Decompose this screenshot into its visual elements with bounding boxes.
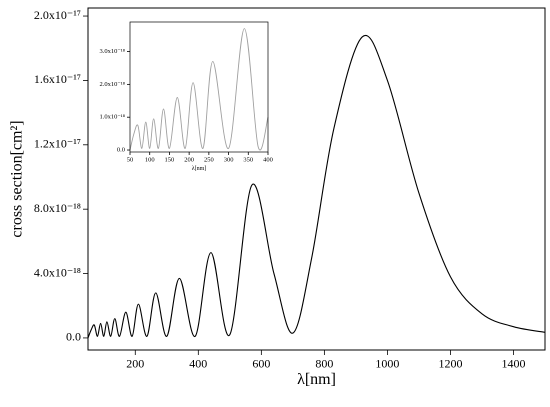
- plot-frame: [129, 21, 269, 153]
- y-tick-label: 2.0x10⁻¹⁸: [99, 81, 125, 88]
- x-tick-label: 1000: [375, 356, 399, 370]
- y-tick-label: 4.0x10⁻¹⁸: [34, 265, 81, 279]
- x-tick-label: 50: [127, 157, 134, 164]
- y-tick-label: 0.0: [117, 147, 125, 154]
- x-axis-label: λ[nm]: [192, 166, 207, 172]
- x-tick-label: 600: [252, 356, 270, 370]
- x-tick-label: 800: [315, 356, 333, 370]
- x-tick-label: 100: [145, 157, 155, 164]
- y-tick-label: 3.0x10⁻¹⁸: [99, 48, 125, 55]
- x-tick-label: 400: [263, 157, 273, 164]
- x-tick-label: 1200: [438, 356, 462, 370]
- y-tick-label: 0.0: [66, 330, 81, 344]
- x-tick-label: 1400: [501, 356, 525, 370]
- x-tick-label: 150: [165, 157, 175, 164]
- data-line: [129, 28, 269, 151]
- x-tick-label: 400: [189, 356, 207, 370]
- data-line: [87, 34, 546, 339]
- y-tick-label: 8.0x10⁻¹⁸: [34, 201, 81, 215]
- x-tick-label: 200: [184, 157, 194, 164]
- y-tick-label: 1.6x10⁻¹⁷: [34, 72, 81, 86]
- y-tick-label: 2.0x10⁻¹⁷: [34, 8, 81, 22]
- plot-frame: [87, 7, 546, 351]
- x-tick-label: 350: [243, 157, 253, 164]
- x-tick-label: 250: [204, 157, 214, 164]
- y-tick-label: 1.2x10⁻¹⁷: [34, 137, 81, 151]
- x-tick-label: 300: [224, 157, 234, 164]
- y-tick-label: 1.0x10⁻¹⁸: [99, 114, 125, 121]
- y-axis-label: cross section[cm²]: [9, 120, 26, 237]
- x-tick-label: 200: [126, 356, 144, 370]
- x-axis-label: λ[nm]: [297, 371, 336, 388]
